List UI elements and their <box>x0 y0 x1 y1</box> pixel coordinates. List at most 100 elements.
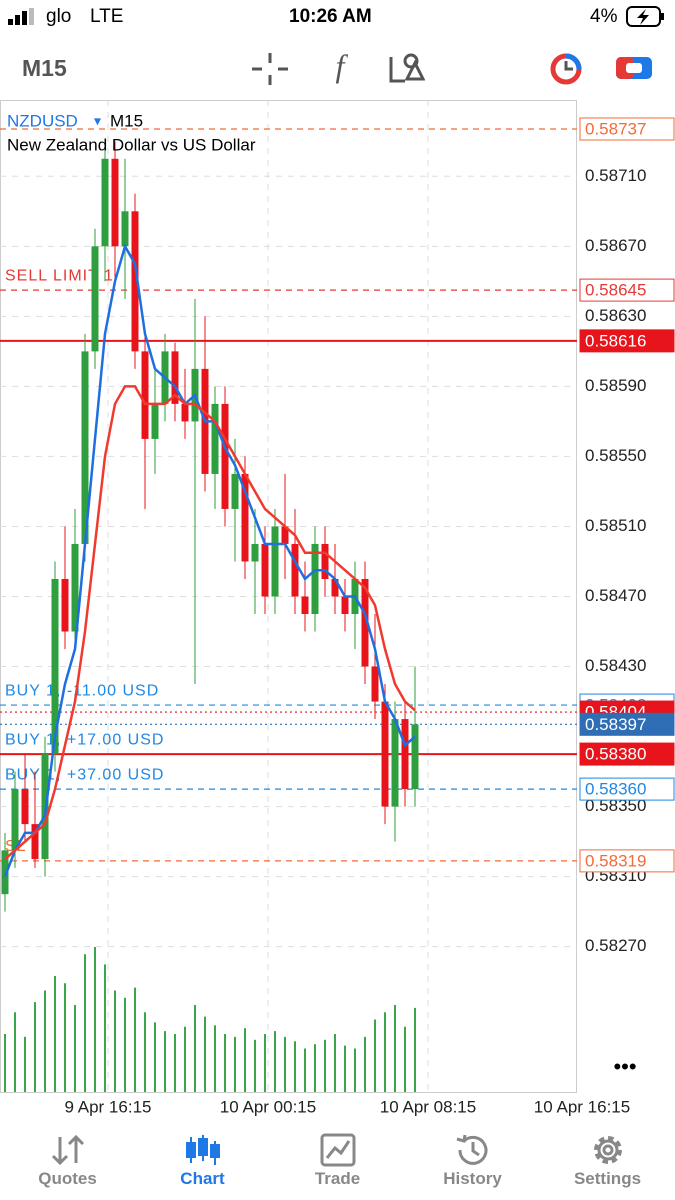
candle-body <box>221 403 229 509</box>
symbol-description: New Zealand Dollar vs US Dollar <box>7 135 256 154</box>
price-tag-label: 0.58319 <box>585 851 646 870</box>
level-text: BUY 1, +17.00 USD <box>5 731 164 748</box>
candle-body <box>21 789 29 825</box>
y-tick-label: 0.58510 <box>585 516 646 535</box>
x-tick-label: 10 Apr 00:15 <box>220 1097 316 1116</box>
price-tag <box>579 278 675 302</box>
tab-label: Trade <box>314 1169 361 1188</box>
candle-body <box>71 543 79 632</box>
price-tag <box>579 712 675 736</box>
candle-body <box>341 596 349 615</box>
y-tick-label: 0.58430 <box>585 656 646 675</box>
status-bar: glo LTE 10:26 AM 4% <box>0 0 675 35</box>
candle-body <box>121 211 129 247</box>
symbol-dropdown[interactable]: ▾ <box>94 113 101 129</box>
y-tick-label: 0.58590 <box>585 376 646 395</box>
signal-icon <box>8 8 34 25</box>
y-tick-label: 0.58710 <box>585 166 646 185</box>
clock: 10:26 AM <box>289 6 372 27</box>
candle-body <box>371 666 379 702</box>
objects-button[interactable] <box>385 49 425 87</box>
x-tick-label: 10 Apr 16:15 <box>534 1097 630 1116</box>
candle-body <box>211 403 219 474</box>
candle-body <box>241 473 249 562</box>
chart-timeframe: M15 <box>110 111 143 130</box>
svg-text:f: f <box>336 49 349 83</box>
candle-body <box>391 719 399 807</box>
price-tag-label: 0.58737 <box>585 119 646 138</box>
y-tick-label: 0.58630 <box>585 306 646 325</box>
more-button[interactable]: ••• <box>613 1054 636 1079</box>
chart-icon <box>185 1135 220 1165</box>
price-tag-label: 0.58645 <box>585 281 646 300</box>
candle-body <box>131 211 139 352</box>
tab-label: Quotes <box>38 1169 97 1188</box>
crosshair-button[interactable] <box>250 51 290 87</box>
settings-icon <box>593 1136 622 1164</box>
quotes-tab[interactable]: Quotes <box>0 1125 135 1200</box>
chart-tab[interactable]: Chart <box>135 1125 270 1200</box>
level-text: BUY 1, +37.00 USD <box>5 766 164 783</box>
candle-body <box>411 724 419 790</box>
price-tag-label: 0.58397 <box>585 715 646 734</box>
price-tag <box>579 117 675 141</box>
y-tick-label: 0.58350 <box>585 796 646 815</box>
candle-body <box>151 403 159 439</box>
network: LTE <box>90 6 124 27</box>
candle-body <box>291 543 299 597</box>
candle-body <box>321 543 329 579</box>
candle-body <box>141 351 149 439</box>
tab-label: History <box>443 1169 502 1188</box>
tab-bar: Quotes Chart Trade History Settings <box>0 1125 675 1200</box>
indicators-button[interactable]: f <box>325 49 355 87</box>
candle-body <box>51 578 59 755</box>
price-tag <box>579 329 675 353</box>
candle-body <box>91 246 99 352</box>
y-tick-label: 0.58470 <box>585 586 646 605</box>
candle-body <box>301 596 309 615</box>
level-text: BUY 1, -11.00 USD <box>5 682 159 699</box>
candle-body <box>61 578 69 632</box>
candle-body <box>311 543 319 615</box>
quotes-icon <box>51 1134 84 1166</box>
moving-average <box>4 385 416 861</box>
moving-average <box>3 243 416 878</box>
trade-icon <box>320 1133 355 1167</box>
price-tag <box>579 742 675 766</box>
candle-body <box>171 351 179 404</box>
candle-body <box>331 578 339 597</box>
level-text: SELL LIMIT 1 <box>5 267 114 284</box>
battery-icon <box>626 6 664 27</box>
price-tag <box>579 849 675 873</box>
carrier: glo <box>46 6 72 27</box>
x-tick-label: 10 Apr 08:15 <box>380 1097 476 1116</box>
trade-button[interactable] <box>614 53 654 85</box>
settings-tab[interactable]: Settings <box>540 1125 675 1200</box>
candle-body <box>181 403 189 422</box>
candle-body <box>261 543 269 597</box>
candle-body <box>381 701 389 807</box>
history-tab[interactable]: History <box>405 1125 540 1200</box>
tab-label: Chart <box>180 1169 225 1188</box>
trade-tab[interactable]: Trade <box>270 1125 405 1200</box>
y-tick-label: 0.58670 <box>585 236 646 255</box>
toolbar: M15 f <box>0 35 675 100</box>
candle-body <box>1 850 9 895</box>
candle-body <box>111 158 119 247</box>
candle-body <box>361 578 369 667</box>
candle-body <box>251 543 259 562</box>
candle-body <box>11 789 19 851</box>
battery-level: 4% <box>590 6 618 27</box>
one-click-button[interactable] <box>548 51 586 87</box>
price-tag <box>579 777 675 801</box>
timeframe-button[interactable]: M15 <box>22 55 67 81</box>
symbol-name[interactable]: NZDUSD <box>7 111 78 130</box>
candle-body <box>401 719 409 790</box>
price-tag-label: 0.58616 <box>585 331 646 350</box>
price-chart: SELL LIMIT 1 BUY 1, -11.00 USD BUY 1, +17.… <box>0 100 675 1116</box>
candle-body <box>81 351 89 544</box>
history-icon <box>456 1134 487 1165</box>
price-tag-label: 0.58360 <box>585 780 646 799</box>
candle-body <box>231 473 239 509</box>
